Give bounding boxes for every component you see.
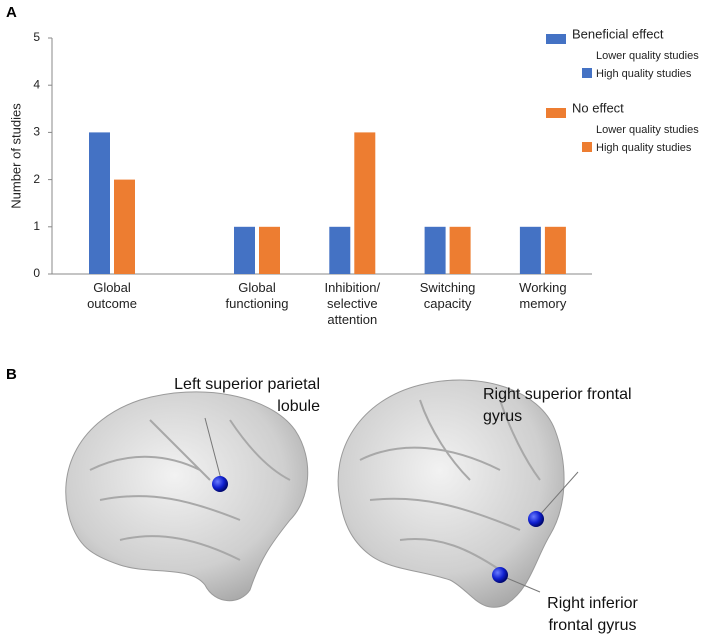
y-tick-label: 0	[33, 266, 40, 280]
bar	[329, 226, 351, 274]
legend-label: No effect	[572, 100, 624, 115]
bar	[519, 226, 541, 274]
legend-swatch	[582, 68, 592, 78]
x-tick-label: Switching capacity	[419, 280, 476, 311]
x-tick-label: Global outcome	[87, 280, 137, 311]
brain-label: Left superior parietal lobule	[174, 376, 320, 415]
y-tick-label: 2	[33, 172, 40, 186]
region-marker	[492, 567, 508, 583]
brain-label: Right inferior frontal gyrus	[547, 595, 638, 634]
bar	[544, 226, 566, 274]
legend-sublabel: Lower quality studies	[596, 124, 699, 136]
brain-right	[337, 379, 565, 608]
y-tick-label: 1	[33, 219, 40, 233]
region-marker	[212, 476, 228, 492]
y-tick-label: 3	[33, 125, 40, 139]
x-tick-label: Working memory	[519, 280, 567, 311]
bar	[234, 226, 255, 274]
x-tick-label: Global functioning	[225, 280, 289, 311]
y-tick-label: 4	[33, 77, 40, 91]
legend-swatch	[582, 142, 592, 152]
bar	[259, 226, 280, 274]
legend-swatch	[546, 108, 566, 118]
pointer-line	[501, 575, 541, 593]
y-tick-label: 5	[33, 30, 40, 44]
legend-sublabel: Lower quality studies	[596, 50, 699, 62]
brain-left	[65, 391, 309, 602]
bar	[114, 179, 135, 274]
x-tick-label: Inhibition/ selective attention	[324, 280, 381, 327]
y-axis-label: Number of studies	[8, 103, 23, 209]
bar	[449, 226, 471, 274]
region-marker	[528, 511, 544, 527]
legend-swatch	[546, 34, 566, 44]
legend-label: Beneficial effect	[572, 26, 664, 41]
bar	[424, 226, 446, 274]
pointer-line	[204, 417, 223, 484]
legend-sublabel: High quality studies	[596, 68, 692, 80]
panel-label: B	[6, 366, 17, 383]
legend-sublabel: High quality studies	[596, 142, 692, 154]
pointer-line	[537, 471, 579, 518]
bar	[89, 132, 110, 274]
brain-label: Right superior frontal gyrus	[483, 386, 632, 425]
panel-label: A	[6, 4, 17, 21]
bar	[354, 132, 376, 274]
